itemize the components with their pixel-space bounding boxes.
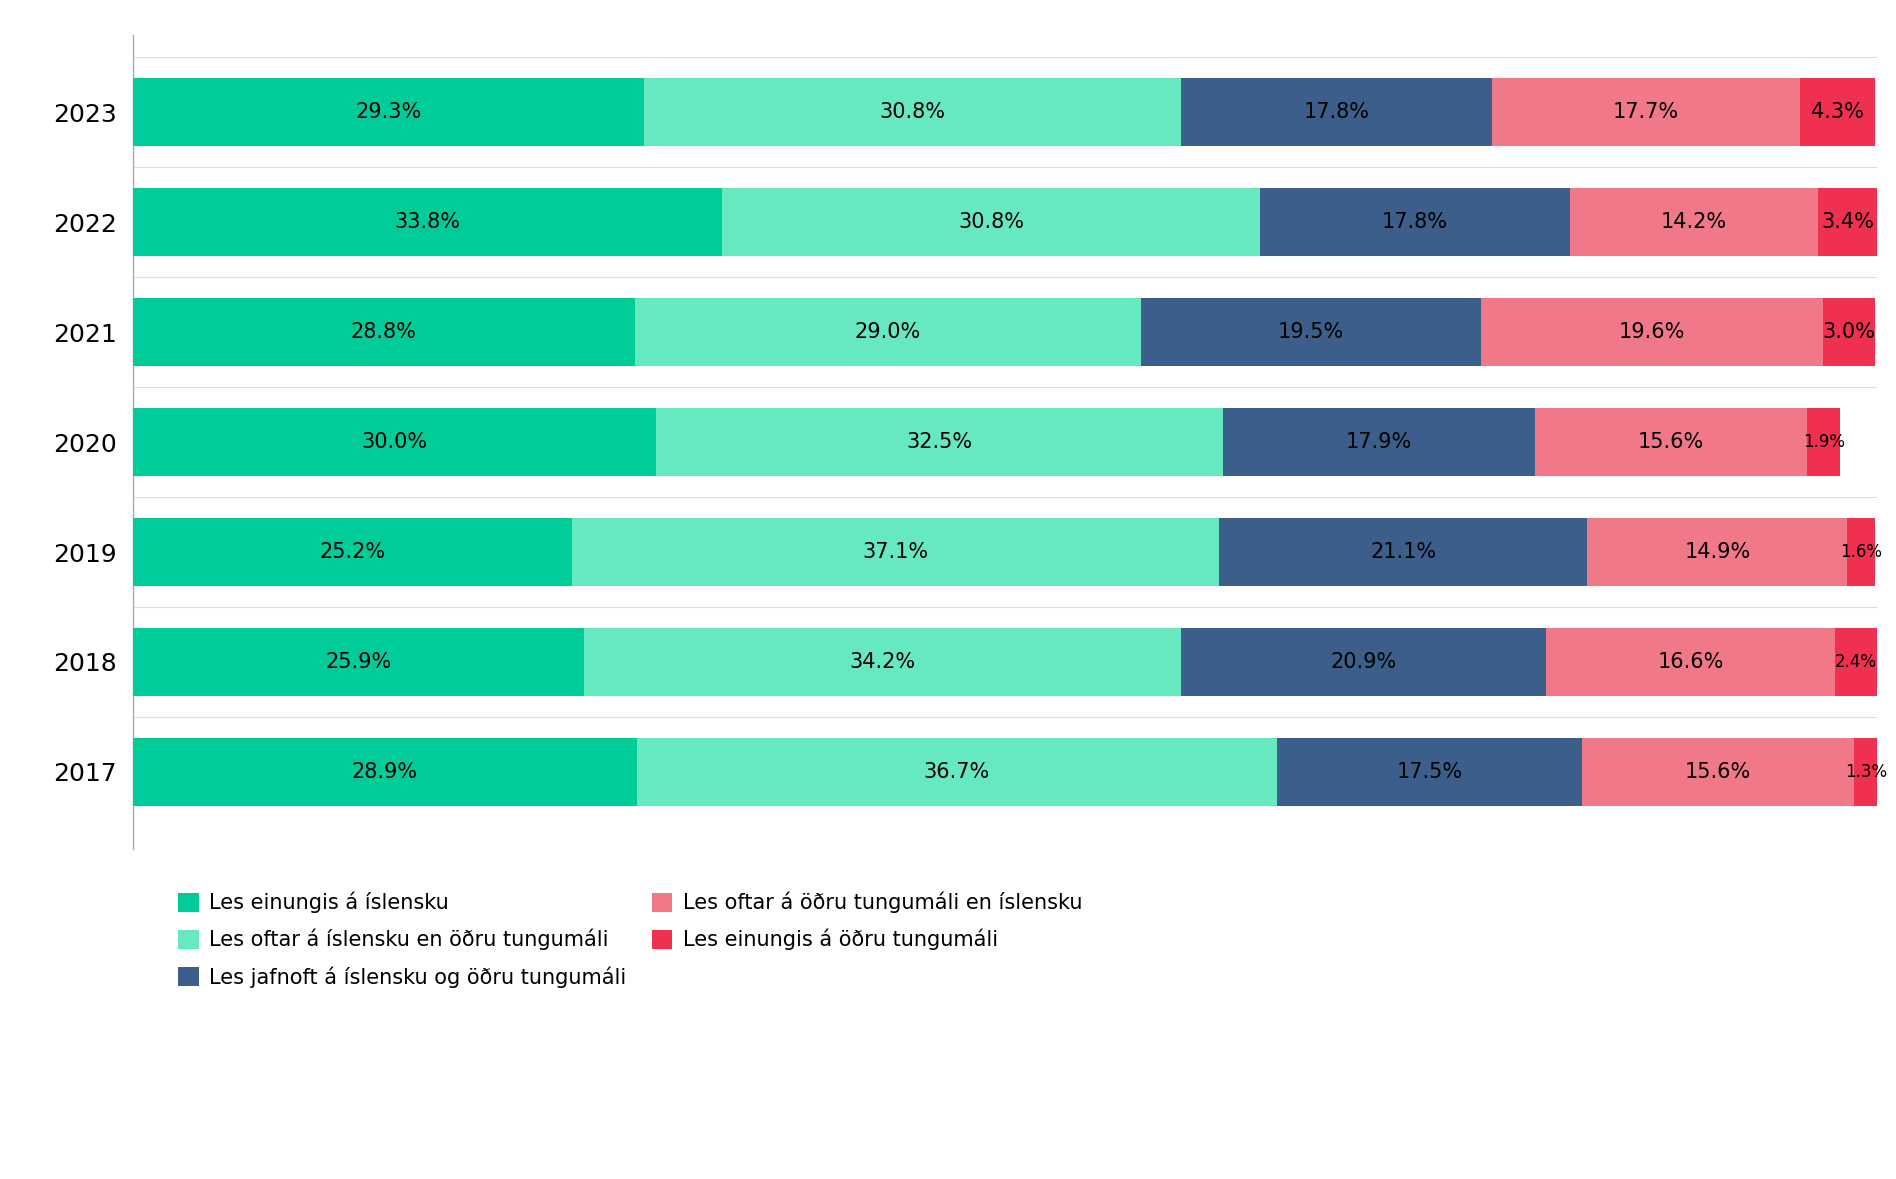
Bar xyxy=(133,408,656,476)
Text: 2.4%: 2.4% xyxy=(1835,653,1877,671)
Text: 29.3%: 29.3% xyxy=(355,103,421,123)
Bar xyxy=(584,628,1181,696)
Bar xyxy=(656,408,1223,476)
Text: 25.2%: 25.2% xyxy=(319,542,385,562)
Bar xyxy=(1835,628,1877,696)
Text: 20.9%: 20.9% xyxy=(1331,652,1397,672)
Text: 1.6%: 1.6% xyxy=(1841,544,1883,561)
Bar xyxy=(1847,518,1875,586)
Text: 15.6%: 15.6% xyxy=(1686,762,1752,782)
Bar xyxy=(1822,298,1875,367)
Bar xyxy=(1481,298,1822,367)
Text: 16.6%: 16.6% xyxy=(1657,652,1723,672)
Text: 3.0%: 3.0% xyxy=(1822,322,1875,342)
Text: 3.4%: 3.4% xyxy=(1820,212,1873,232)
Bar xyxy=(1223,408,1536,476)
Text: 21.1%: 21.1% xyxy=(1371,542,1437,562)
Text: 1.9%: 1.9% xyxy=(1803,433,1845,452)
Bar xyxy=(1181,78,1492,146)
Bar xyxy=(1587,518,1847,586)
Text: 4.3%: 4.3% xyxy=(1811,103,1864,123)
Text: 30.8%: 30.8% xyxy=(957,212,1024,232)
Text: 37.1%: 37.1% xyxy=(863,542,929,562)
Legend: Les einungis á íslensku, Les oftar á íslensku en öðru tungumáli, Les jafnoft á í: Les einungis á íslensku, Les oftar á ísl… xyxy=(178,891,1083,988)
Bar xyxy=(133,738,637,806)
Text: 14.9%: 14.9% xyxy=(1684,542,1750,562)
Bar xyxy=(1181,628,1545,696)
Bar xyxy=(133,189,722,256)
Bar xyxy=(1536,408,1807,476)
Bar xyxy=(1278,738,1583,806)
Bar xyxy=(635,298,1141,367)
Text: 17.8%: 17.8% xyxy=(1303,103,1369,123)
Text: 17.7%: 17.7% xyxy=(1613,103,1680,123)
Text: 34.2%: 34.2% xyxy=(849,652,916,672)
Bar xyxy=(1570,189,1818,256)
Bar xyxy=(1854,738,1877,806)
Bar xyxy=(1807,408,1841,476)
Text: 28.9%: 28.9% xyxy=(353,762,417,782)
Text: 14.2%: 14.2% xyxy=(1661,212,1727,232)
Text: 25.9%: 25.9% xyxy=(326,652,392,672)
Bar xyxy=(645,78,1181,146)
Text: 30.0%: 30.0% xyxy=(362,433,427,452)
Text: 36.7%: 36.7% xyxy=(923,762,990,782)
Text: 19.5%: 19.5% xyxy=(1278,322,1344,342)
Text: 19.6%: 19.6% xyxy=(1619,322,1686,342)
Bar xyxy=(573,518,1219,586)
Bar xyxy=(1141,298,1481,367)
Bar xyxy=(133,78,645,146)
Text: 29.0%: 29.0% xyxy=(855,322,921,342)
Text: 17.5%: 17.5% xyxy=(1397,762,1462,782)
Text: 15.6%: 15.6% xyxy=(1638,433,1705,452)
Bar xyxy=(1583,738,1854,806)
Bar xyxy=(1492,78,1801,146)
Text: 17.8%: 17.8% xyxy=(1382,212,1449,232)
Text: 32.5%: 32.5% xyxy=(906,433,973,452)
Bar xyxy=(1259,189,1570,256)
Text: 33.8%: 33.8% xyxy=(394,212,461,232)
Text: 17.9%: 17.9% xyxy=(1346,433,1413,452)
Text: 30.8%: 30.8% xyxy=(880,103,946,123)
Bar xyxy=(133,298,635,367)
Bar xyxy=(133,628,584,696)
Text: 1.3%: 1.3% xyxy=(1845,763,1887,780)
Bar xyxy=(1545,628,1835,696)
Bar xyxy=(637,738,1278,806)
Bar xyxy=(1801,78,1875,146)
Text: 28.8%: 28.8% xyxy=(351,322,417,342)
Bar xyxy=(1818,189,1877,256)
Bar xyxy=(1219,518,1587,586)
Bar xyxy=(722,189,1259,256)
Bar xyxy=(133,518,573,586)
